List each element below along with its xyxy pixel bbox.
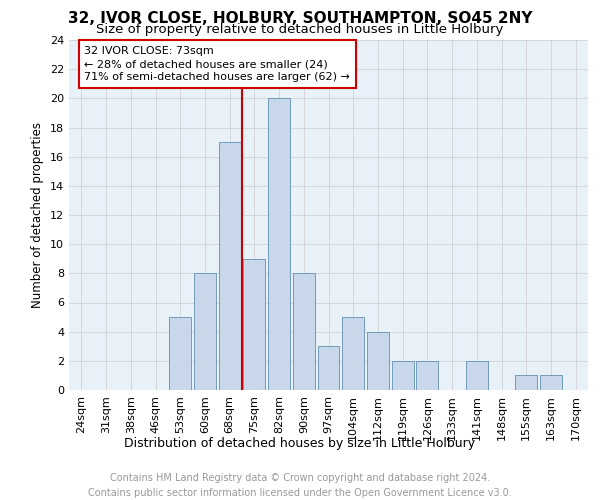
Text: Distribution of detached houses by size in Little Holbury: Distribution of detached houses by size … — [124, 438, 476, 450]
Bar — [169, 317, 191, 390]
Y-axis label: Number of detached properties: Number of detached properties — [31, 122, 44, 308]
Bar — [515, 376, 537, 390]
Bar — [466, 361, 488, 390]
Bar — [367, 332, 389, 390]
Bar — [540, 376, 562, 390]
Bar — [194, 274, 216, 390]
Bar — [219, 142, 241, 390]
Bar — [244, 259, 265, 390]
Bar — [392, 361, 413, 390]
Bar — [343, 317, 364, 390]
Bar — [317, 346, 340, 390]
Bar — [268, 98, 290, 390]
Text: Contains HM Land Registry data © Crown copyright and database right 2024.
Contai: Contains HM Land Registry data © Crown c… — [88, 472, 512, 498]
Bar — [293, 274, 314, 390]
Bar — [416, 361, 438, 390]
Text: 32 IVOR CLOSE: 73sqm
← 28% of detached houses are smaller (24)
71% of semi-detac: 32 IVOR CLOSE: 73sqm ← 28% of detached h… — [85, 46, 350, 82]
Text: Size of property relative to detached houses in Little Holbury: Size of property relative to detached ho… — [97, 22, 503, 36]
Text: 32, IVOR CLOSE, HOLBURY, SOUTHAMPTON, SO45 2NY: 32, IVOR CLOSE, HOLBURY, SOUTHAMPTON, SO… — [68, 11, 532, 26]
